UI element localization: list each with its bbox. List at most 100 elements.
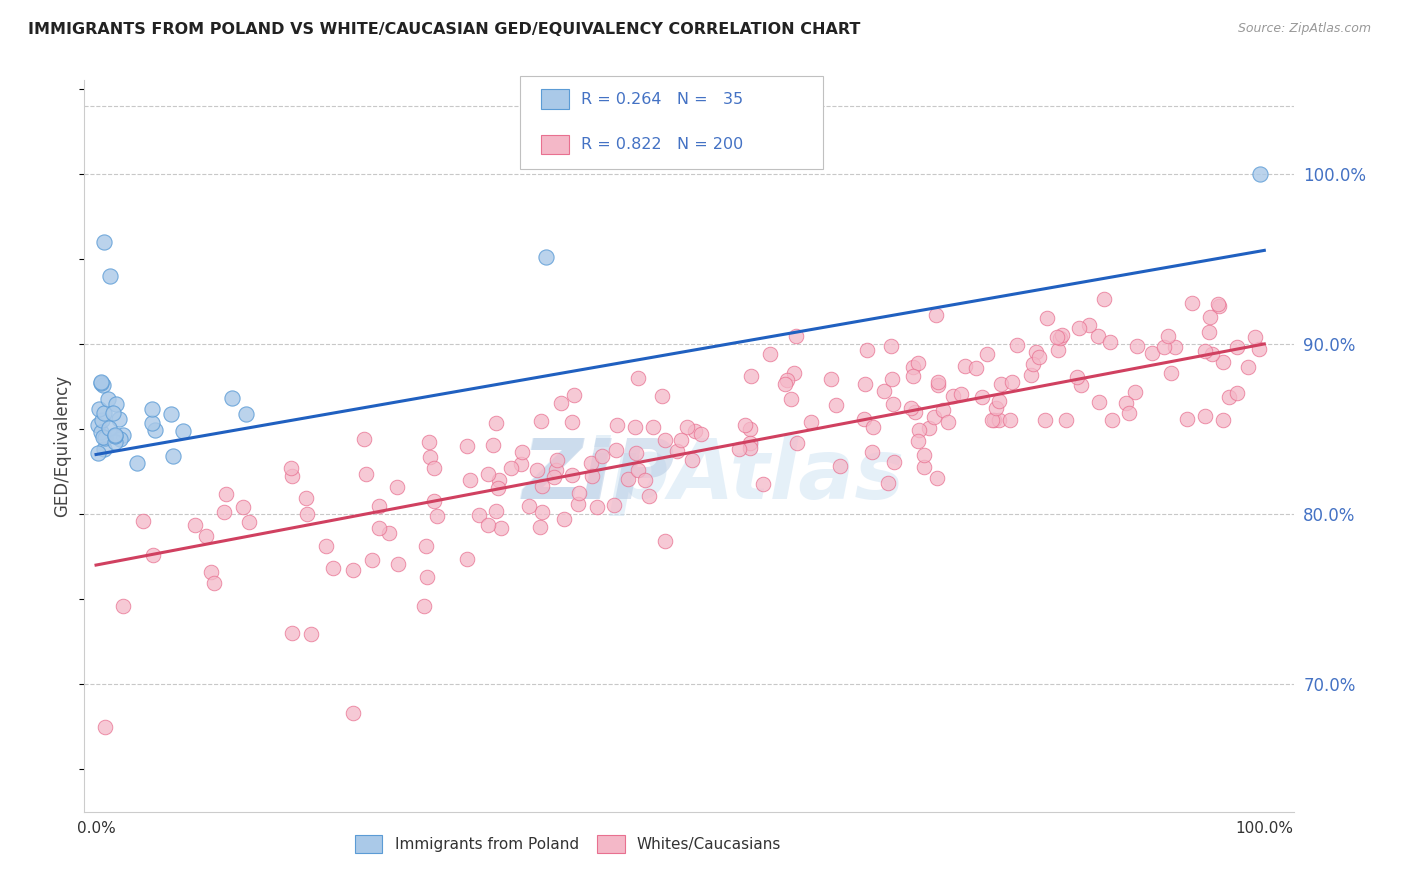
Point (927, 378, 949, 392)
Point (361, 553, 384, 567)
Point (752, 476, 775, 491)
Point (759, 347, 782, 361)
Point (546, 452, 568, 467)
Point (740, 369, 762, 384)
Point (654, 533, 676, 548)
Point (238, 515, 260, 529)
Point (141, 401, 163, 416)
Point (98, 268, 121, 283)
Point (486, 481, 509, 495)
Point (785, 329, 807, 343)
Point (1087, 329, 1109, 343)
Point (987, 413, 1010, 427)
Point (683, 424, 706, 438)
Point (482, 438, 505, 452)
Point (882, 397, 904, 411)
Point (853, 377, 876, 392)
Point (1175, 412, 1198, 426)
Point (936, 415, 959, 429)
Point (89, 401, 111, 416)
Point (183, 517, 205, 532)
Point (1194, 409, 1216, 423)
Point (354, 467, 377, 482)
Point (734, 418, 756, 433)
Point (553, 512, 575, 526)
Point (1244, 329, 1267, 343)
Point (485, 504, 508, 518)
Text: ZIP: ZIP (522, 434, 675, 516)
Point (517, 499, 540, 513)
Point (235, 407, 257, 421)
Point (112, 599, 135, 613)
Point (860, 444, 883, 458)
Point (1005, 338, 1028, 352)
Point (104, 434, 127, 449)
Point (94, 720, 117, 734)
Point (295, 491, 318, 505)
Point (623, 419, 645, 434)
Point (530, 413, 553, 427)
Point (1070, 377, 1092, 392)
Point (1021, 368, 1043, 382)
Point (97, 392, 120, 406)
Point (107, 412, 129, 426)
Point (953, 359, 976, 374)
Point (418, 435, 440, 450)
Point (740, 422, 762, 436)
Point (606, 417, 628, 432)
Point (1212, 355, 1234, 369)
Point (561, 415, 583, 429)
Point (280, 461, 302, 475)
Point (965, 360, 987, 375)
Point (1226, 340, 1249, 354)
Point (738, 442, 761, 456)
Text: R = 0.264   N =   35: R = 0.264 N = 35 (581, 92, 742, 106)
Point (1212, 413, 1234, 427)
Point (426, 509, 449, 524)
Point (883, 455, 905, 469)
Point (1033, 413, 1056, 427)
Point (1046, 330, 1069, 344)
Text: IMMIGRANTS FROM POLAND VS WHITE/CAUCASIAN GED/EQUIVALENCY CORRELATION CHART: IMMIGRANTS FROM POLAND VS WHITE/CAUCASIA… (28, 22, 860, 37)
Point (907, 356, 929, 370)
Point (912, 449, 935, 463)
Point (669, 433, 692, 447)
Point (1181, 296, 1204, 310)
Point (1036, 310, 1059, 325)
Point (568, 486, 591, 500)
Y-axis label: GED/Equivalency: GED/Equivalency (53, 375, 72, 517)
Point (972, 390, 994, 404)
Point (1160, 366, 1182, 380)
Point (603, 498, 626, 512)
Point (342, 563, 364, 577)
Point (419, 450, 441, 465)
Point (215, 487, 238, 501)
Point (214, 504, 236, 518)
Point (90, 376, 112, 391)
Point (1049, 331, 1071, 345)
Point (856, 343, 879, 358)
Point (1054, 413, 1077, 427)
Point (800, 415, 823, 429)
Point (526, 463, 548, 477)
Point (824, 398, 846, 412)
Point (820, 371, 842, 385)
Point (93, 442, 115, 457)
Point (1208, 299, 1230, 313)
Point (1088, 394, 1111, 409)
Point (924, 410, 946, 425)
Point (907, 424, 929, 438)
Point (1025, 345, 1047, 359)
Point (367, 500, 389, 514)
Point (125, 456, 148, 470)
Point (1194, 344, 1216, 359)
Point (477, 467, 499, 482)
Point (1226, 385, 1249, 400)
Point (489, 521, 512, 535)
Point (990, 377, 1012, 392)
Point (950, 386, 973, 401)
Point (984, 401, 1007, 415)
Point (460, 473, 482, 487)
Point (93, 405, 115, 419)
Point (862, 420, 884, 434)
